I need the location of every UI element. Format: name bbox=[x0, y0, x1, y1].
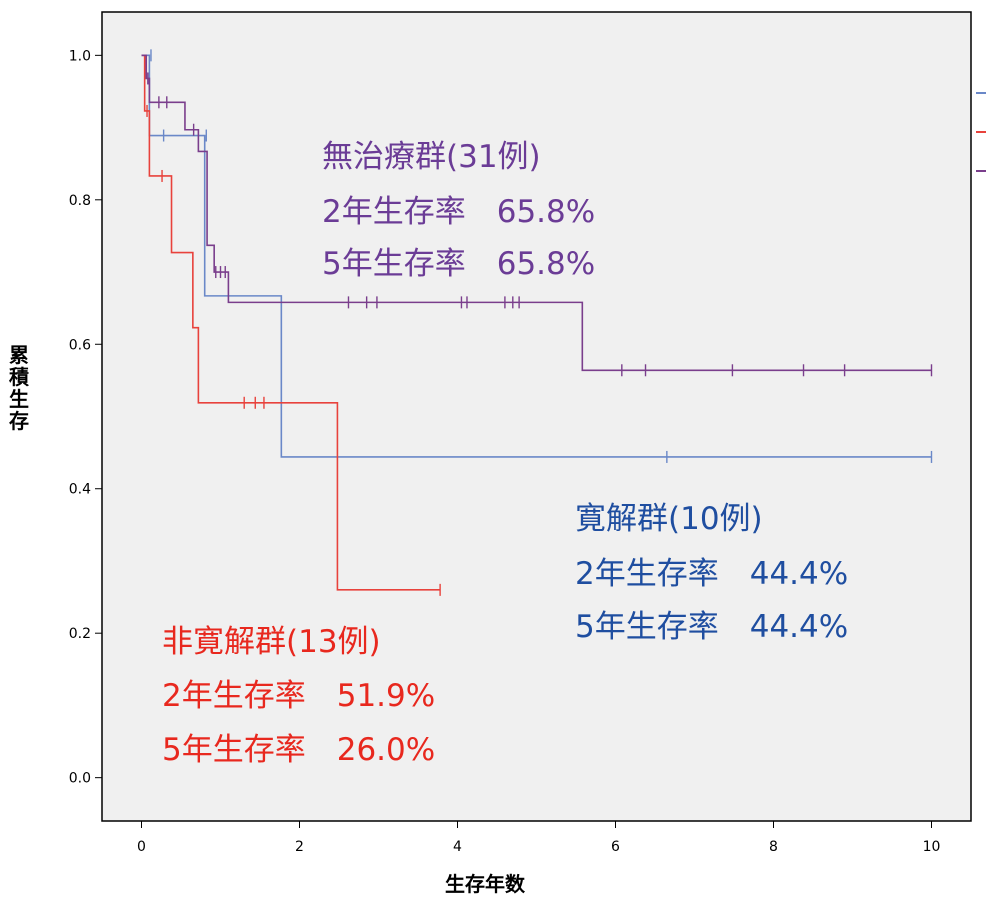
legend bbox=[976, 92, 986, 172]
y-tick-label: 0.8 bbox=[69, 193, 91, 209]
x-axis-title: 生存年数 bbox=[445, 872, 526, 896]
y-tick-label: 1.0 bbox=[69, 48, 91, 64]
x-tick-label: 10 bbox=[923, 839, 941, 855]
annotation-hikankai: 非寛解群(13例) 2年生存率 51.9% 5年生存率 26.0% bbox=[162, 624, 435, 768]
x-tick-label: 8 bbox=[769, 839, 778, 855]
annotation-muchiryo-title: 無治療群(31例) bbox=[322, 139, 541, 175]
y-tick-label: 0.0 bbox=[69, 771, 91, 787]
annotation-muchiryo: 無治療群(31例) 2年生存率 65.8% 5年生存率 65.8% bbox=[322, 139, 595, 282]
y-tick-label: 0.2 bbox=[69, 626, 91, 642]
annotation-hikankai-5yr: 5年生存率 26.0% bbox=[162, 732, 435, 768]
annotation-hikankai-2yr: 2年生存率 51.9% bbox=[162, 678, 435, 714]
y-tick-label: 0.6 bbox=[69, 337, 91, 353]
x-tick-label: 0 bbox=[137, 839, 146, 855]
annotation-muchiryo-2yr: 2年生存率 65.8% bbox=[322, 194, 595, 230]
series-kankai bbox=[141, 49, 933, 463]
annotation-muchiryo-5yr: 5年生存率 65.8% bbox=[322, 246, 595, 282]
y-axis: 0.0 0.2 0.4 0.6 0.8 1.0 bbox=[69, 48, 102, 787]
annotation-kankai-title: 寛解群(10例) bbox=[575, 501, 763, 537]
annotation-kankai-2yr: 2年生存率 44.4% bbox=[575, 556, 848, 592]
x-tick-label: 4 bbox=[453, 839, 462, 855]
x-tick-label: 6 bbox=[611, 839, 620, 855]
x-axis: 0 2 4 6 8 10 bbox=[137, 821, 940, 855]
series-hikankai bbox=[141, 54, 441, 596]
y-tick-label: 0.4 bbox=[69, 482, 91, 498]
y-axis-title: 累積生存 bbox=[9, 343, 30, 433]
series-layer bbox=[141, 49, 933, 596]
annotation-kankai: 寛解群(10例) 2年生存率 44.4% 5年生存率 44.4% bbox=[575, 501, 848, 645]
annotation-hikankai-title: 非寛解群(13例) bbox=[162, 624, 381, 660]
series-muchiryo bbox=[141, 54, 933, 377]
survival-curve-hikankai bbox=[141, 54, 441, 591]
annotation-kankai-5yr: 5年生存率 44.4% bbox=[575, 609, 848, 645]
plot-area bbox=[101, 11, 972, 822]
survival-curve-kankai bbox=[141, 54, 932, 458]
survival-curve-muchiryo bbox=[141, 54, 932, 372]
x-tick-label: 2 bbox=[295, 839, 304, 855]
